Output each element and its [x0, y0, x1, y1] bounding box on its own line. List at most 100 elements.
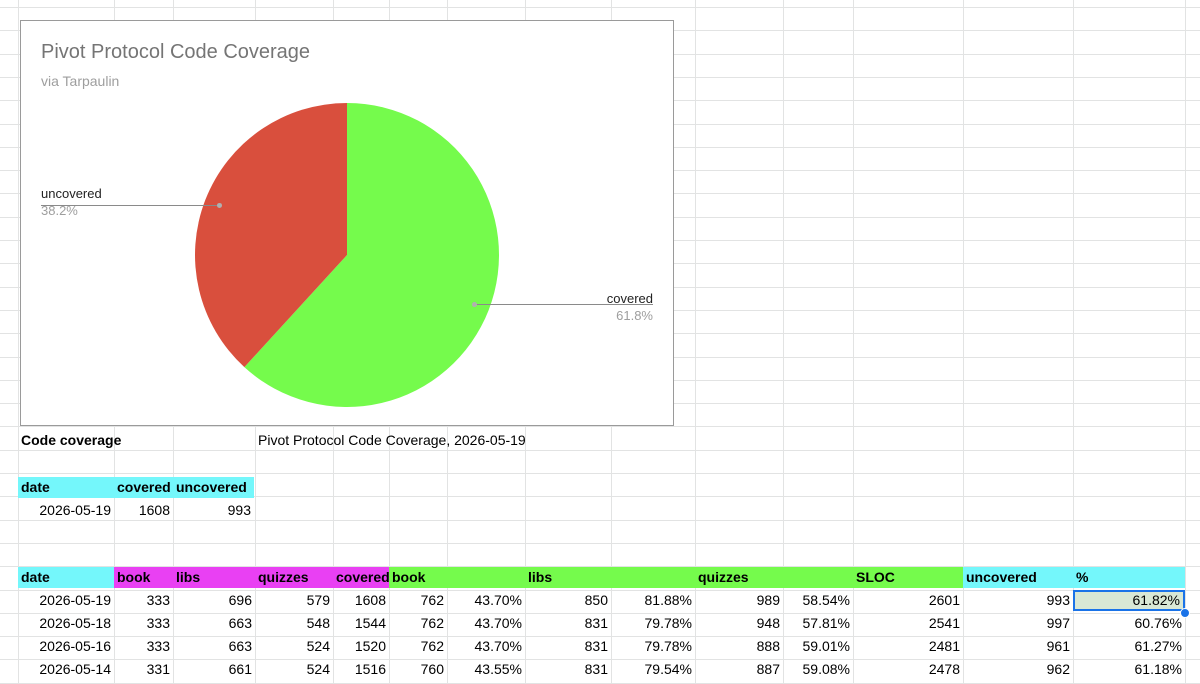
summary-cell-date[interactable]: 2026-05-19 — [39, 502, 111, 518]
table-cell[interactable]: 948 — [756, 615, 780, 631]
grid-row-line — [0, 520, 1200, 521]
table-cell[interactable]: 2478 — [928, 661, 960, 677]
table-cell[interactable]: 79.54% — [644, 661, 692, 677]
grid-column-line — [853, 0, 854, 683]
summary-header-uncovered[interactable]: uncovered — [173, 477, 254, 498]
table-header-cell[interactable] — [783, 567, 853, 588]
table-cell[interactable]: 61.27% — [1134, 638, 1182, 654]
table-cell[interactable]: 663 — [228, 615, 252, 631]
table-cell[interactable]: 989 — [756, 592, 780, 608]
table-cell[interactable]: 43.70% — [474, 592, 522, 608]
table-cell[interactable]: 58.54% — [802, 592, 850, 608]
table-cell[interactable]: 524 — [306, 661, 330, 677]
selection-fill-handle[interactable] — [1180, 608, 1190, 618]
leader-dot-covered — [472, 302, 478, 308]
slice-label-covered: covered — [607, 291, 653, 306]
table-cell[interactable]: 579 — [306, 592, 330, 608]
table-cell[interactable]: 762 — [420, 615, 444, 631]
grid-row-line — [0, 590, 1200, 591]
leader-dot-uncovered — [216, 202, 222, 208]
table-cell[interactable]: 2026-05-18 — [39, 615, 111, 631]
table-cell[interactable]: 59.08% — [802, 661, 850, 677]
grid-row-line — [0, 543, 1200, 544]
table-cell[interactable]: 888 — [756, 638, 780, 654]
table-header-cell[interactable]: book — [389, 567, 447, 588]
summary-cell-covered[interactable]: 1608 — [138, 502, 170, 518]
table-header-cell[interactable]: quizzes — [695, 567, 783, 588]
table-cell[interactable]: 663 — [228, 638, 252, 654]
table-cell[interactable]: 43.70% — [474, 615, 522, 631]
summary-cell-uncovered[interactable]: 993 — [227, 502, 251, 518]
table-cell[interactable]: 59.01% — [802, 638, 850, 654]
table-cell[interactable]: 1520 — [354, 638, 386, 654]
table-cell[interactable]: 2481 — [928, 638, 960, 654]
slice-label-uncovered: uncovered — [41, 186, 102, 201]
table-cell[interactable]: 2541 — [928, 615, 960, 631]
table-header-cell[interactable]: quizzes — [255, 567, 333, 588]
grid-column-line — [1185, 0, 1186, 683]
table-header-cell[interactable]: date — [18, 567, 114, 588]
table-cell[interactable]: 79.78% — [644, 638, 692, 654]
table-cell[interactable]: 2601 — [928, 592, 960, 608]
grid-row-line — [0, 473, 1200, 474]
table-cell[interactable]: 79.78% — [644, 615, 692, 631]
table-cell[interactable]: 1516 — [354, 661, 386, 677]
table-cell[interactable]: 1544 — [354, 615, 386, 631]
table-cell[interactable]: 760 — [420, 661, 444, 677]
grid-column-line — [963, 0, 964, 683]
summary-header-covered[interactable]: covered — [114, 477, 173, 498]
chart-title: Pivot Protocol Code Coverage — [41, 41, 311, 63]
table-cell[interactable]: 762 — [420, 638, 444, 654]
table-cell[interactable]: 1608 — [354, 592, 386, 608]
table-cell[interactable]: 850 — [584, 592, 608, 608]
table-cell[interactable]: 333 — [146, 638, 170, 654]
table-header-cell[interactable]: uncovered — [963, 567, 1073, 588]
slice-percent-covered: 61.8% — [616, 308, 653, 323]
table-header-cell[interactable]: book — [114, 567, 173, 588]
table-cell[interactable]: 60.76% — [1134, 615, 1182, 631]
table-header-cell[interactable]: % — [1073, 567, 1185, 588]
table-cell[interactable]: 997 — [1046, 615, 1070, 631]
table-cell[interactable]: 887 — [756, 661, 780, 677]
grid-row-line — [0, 566, 1200, 567]
table-cell[interactable]: 961 — [1046, 638, 1070, 654]
summary-header-date[interactable]: date — [18, 477, 114, 498]
table-cell[interactable]: 43.70% — [474, 638, 522, 654]
grid-column-line — [1073, 0, 1074, 683]
table-header-cell[interactable]: libs — [525, 567, 611, 588]
table-cell[interactable]: 43.55% — [474, 661, 522, 677]
table-cell[interactable]: 696 — [228, 592, 252, 608]
table-cell[interactable]: 524 — [306, 638, 330, 654]
table-cell[interactable]: 831 — [584, 615, 608, 631]
table-cell[interactable]: 2026-05-14 — [39, 661, 111, 677]
table-header-cell[interactable]: libs — [173, 567, 255, 588]
table-header-cell[interactable] — [447, 567, 525, 588]
pie-chart[interactable]: Pivot Protocol Code Coverage via Tarpaul… — [20, 20, 674, 426]
table-cell[interactable]: 333 — [146, 592, 170, 608]
table-header-cell[interactable]: SLOC — [853, 567, 963, 588]
section-label[interactable]: Code coverage — [21, 432, 122, 448]
table-cell[interactable]: 962 — [1046, 661, 1070, 677]
pie-chart-svg: uncovered 38.2% covered 61.8% — [41, 103, 653, 407]
section-caption[interactable]: Pivot Protocol Code Coverage, 2026-05-19 — [258, 432, 526, 448]
table-cell[interactable]: 61.18% — [1134, 661, 1182, 677]
table-cell[interactable]: 81.88% — [644, 592, 692, 608]
grid-row-line — [0, 7, 1200, 8]
table-cell[interactable]: 331 — [146, 661, 170, 677]
pie-slice-covered[interactable] — [244, 103, 500, 407]
table-cell[interactable]: 333 — [146, 615, 170, 631]
table-cell[interactable]: 661 — [228, 661, 252, 677]
table-cell[interactable]: 993 — [1046, 592, 1070, 608]
grid-column-line — [18, 0, 19, 683]
table-cell[interactable]: 548 — [306, 615, 330, 631]
table-cell[interactable]: 831 — [584, 638, 608, 654]
table-cell[interactable]: 762 — [420, 592, 444, 608]
table-cell[interactable]: 831 — [584, 661, 608, 677]
table-cell[interactable]: 57.81% — [802, 615, 850, 631]
selected-cell[interactable]: 61.82% — [1073, 590, 1185, 611]
table-cell[interactable]: 2026-05-19 — [39, 592, 111, 608]
table-header-cell[interactable]: covered — [333, 567, 389, 588]
table-cell[interactable]: 2026-05-16 — [39, 638, 111, 654]
table-header-cell[interactable] — [611, 567, 695, 588]
pie-slice-uncovered[interactable] — [194, 103, 347, 368]
